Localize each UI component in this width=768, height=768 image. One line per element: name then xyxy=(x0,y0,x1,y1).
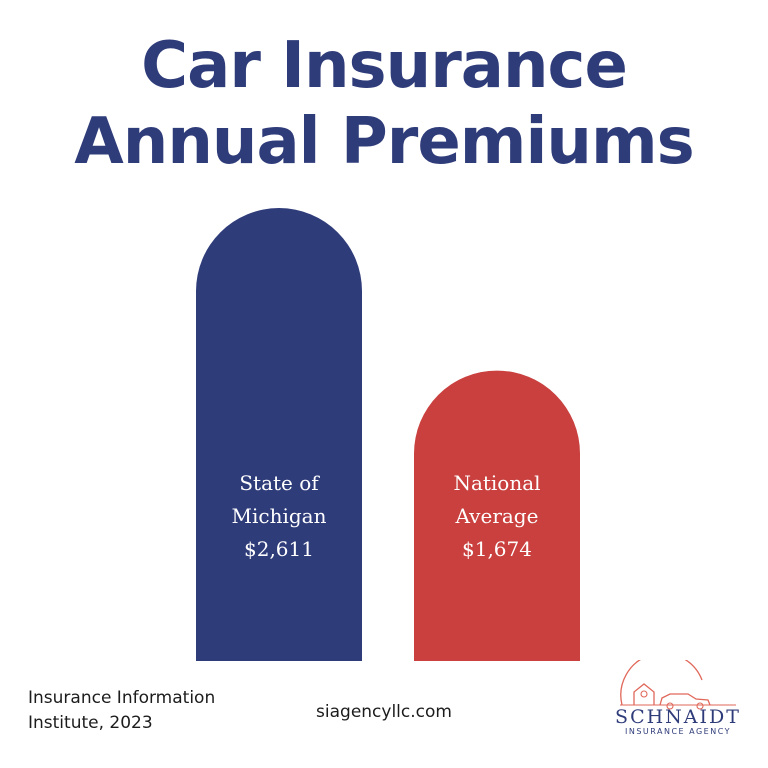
chart-title: Car Insurance Annual Premiums xyxy=(0,28,768,180)
agency-logo: SCHNAIDT INSURANCE AGENCY xyxy=(612,660,744,740)
source-line-2: Institute, 2023 xyxy=(28,713,153,733)
bar-label-michigan-1: State of xyxy=(239,471,320,495)
title-line-1: Car Insurance xyxy=(141,29,628,103)
house-car-icon xyxy=(620,660,736,710)
bar-label-national-average-3: $1,674 xyxy=(462,537,532,561)
bar-label-national-average-1: National xyxy=(453,471,540,495)
title-line-2: Annual Premiums xyxy=(74,105,694,179)
source-citation: Insurance Information Institute, 2023 xyxy=(28,686,215,736)
source-line-1: Insurance Information xyxy=(28,688,216,708)
logo-name: SCHNAIDT xyxy=(615,706,741,728)
bar-label-michigan-3: $2,611 xyxy=(244,537,314,561)
bar-national-average xyxy=(414,370,580,661)
bar-michigan xyxy=(196,208,362,661)
website-url[interactable]: siagencyllc.com xyxy=(316,702,452,722)
bar-label-national-average-2: Average xyxy=(455,504,539,528)
bar-label-michigan-2: Michigan xyxy=(232,504,327,528)
logo-subtitle: INSURANCE AGENCY xyxy=(624,727,732,736)
